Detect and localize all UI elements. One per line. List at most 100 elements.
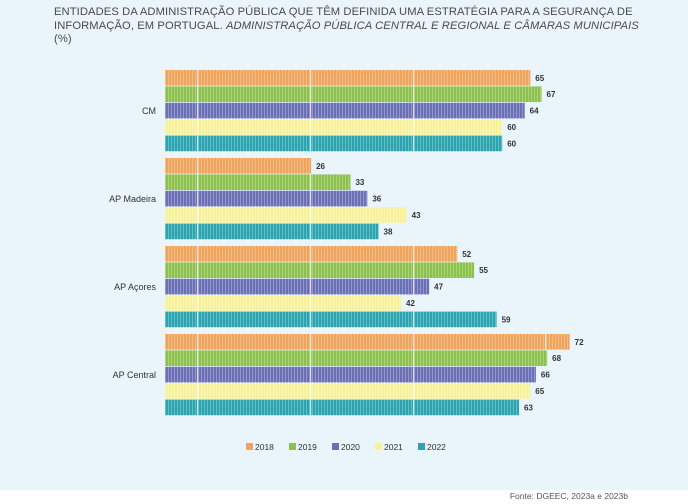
data-label: 47 [434, 283, 443, 292]
bar-separator [413, 278, 415, 295]
bar-separator [197, 190, 199, 207]
legend-swatch-2020 [332, 443, 339, 450]
data-label: 52 [462, 250, 471, 259]
bar-separator [197, 350, 199, 366]
data-label: 68 [552, 354, 561, 363]
legend-label: 2019 [298, 442, 317, 452]
data-label: 65 [535, 74, 544, 83]
bar-separator [197, 334, 199, 350]
legend-label: 2021 [384, 442, 403, 452]
bar-separator [310, 174, 312, 190]
bar-texture [165, 223, 379, 240]
bar-texture [165, 295, 402, 311]
bar-separator [413, 383, 415, 399]
bar-separator [197, 278, 199, 295]
bar-separator [197, 86, 199, 102]
bar-separator [310, 262, 312, 278]
bar-separator [310, 350, 312, 366]
data-label: 38 [384, 227, 393, 236]
bar-texture [165, 207, 407, 223]
legend-label: 2022 [427, 442, 446, 452]
legend-swatch-2022 [418, 443, 425, 450]
bar-separator [310, 70, 312, 86]
bar-separator [197, 311, 199, 328]
bar-separator [197, 102, 199, 119]
data-label: 63 [524, 403, 533, 412]
data-label: 72 [575, 338, 584, 347]
bar-separator [197, 158, 199, 174]
bar-separator [310, 383, 312, 399]
bar-separator [310, 190, 312, 207]
bar-separator [197, 135, 199, 152]
category-label: AP Central [113, 370, 156, 380]
data-label: 59 [502, 315, 511, 324]
legend-swatch-2019 [289, 443, 296, 450]
bar-texture [165, 86, 542, 102]
data-label: 43 [412, 211, 421, 220]
bar-texture [165, 102, 525, 119]
data-label: 67 [547, 90, 556, 99]
bar-separator [197, 366, 199, 383]
bar-separator [413, 262, 415, 278]
legend-swatch-2021 [375, 443, 382, 450]
data-label: 66 [541, 371, 550, 380]
title-italic: ADMINISTRAÇÃO PÚBLICA CENTRAL E REGIONAL… [226, 19, 639, 32]
bar-separator [310, 102, 312, 119]
bar-separator [310, 135, 312, 152]
category-label: CM [142, 106, 156, 116]
bar-texture [165, 174, 351, 190]
bar-separator [310, 334, 312, 350]
data-label: 55 [479, 266, 488, 275]
data-label: 65 [535, 387, 544, 396]
bar-texture [165, 158, 312, 174]
data-label: 36 [372, 195, 381, 204]
bar-texture [165, 278, 430, 295]
title-main: ENTIDADES DA ADMINISTRAÇÃO PÚBLICA QUE T… [54, 6, 633, 32]
bar-separator [413, 246, 415, 262]
bar-separator [413, 334, 415, 350]
legend-label: 2020 [341, 442, 360, 452]
bar-separator [197, 223, 199, 240]
bar-texture [165, 350, 548, 366]
data-label: 64 [530, 107, 539, 116]
legend-label: 2018 [255, 442, 274, 452]
bar-separator [310, 278, 312, 295]
source-note: Fonte: DGEEC, 2023a e 2023b [509, 491, 628, 501]
title-unit: (%) [54, 33, 72, 45]
bar-texture [165, 70, 531, 86]
bar-separator [310, 399, 312, 416]
legend-swatch-2018 [246, 443, 253, 450]
bar-separator [413, 311, 415, 328]
bar-separator [413, 119, 415, 135]
bar-separator [197, 174, 199, 190]
bar-separator [310, 207, 312, 223]
bar-separator [197, 246, 199, 262]
bar-separator [310, 86, 312, 102]
bar-texture [165, 366, 536, 383]
bar-separator [413, 350, 415, 366]
bar-separator [197, 70, 199, 86]
bar-separator [197, 295, 199, 311]
bar-separator [310, 311, 312, 328]
bar-separator [413, 399, 415, 416]
chart-title: ENTIDADES DA ADMINISTRAÇÃO PÚBLICA QUE T… [54, 6, 654, 47]
bar-texture [165, 262, 475, 278]
bar-separator [310, 366, 312, 383]
category-label: AP Madeira [109, 194, 156, 204]
bar-texture [165, 135, 503, 152]
bar-separator [413, 135, 415, 152]
bar-texture [165, 119, 503, 135]
bar-separator [310, 223, 312, 240]
bar-separator [413, 366, 415, 383]
bar-texture [165, 334, 570, 350]
bar-separator [413, 86, 415, 102]
data-label: 26 [316, 162, 325, 171]
bar-separator [197, 119, 199, 135]
bar-separator [197, 399, 199, 416]
data-label: 33 [355, 178, 364, 187]
data-label: 60 [507, 123, 516, 132]
bar-texture [165, 399, 520, 416]
bar-separator [310, 119, 312, 135]
bar-separator [413, 102, 415, 119]
